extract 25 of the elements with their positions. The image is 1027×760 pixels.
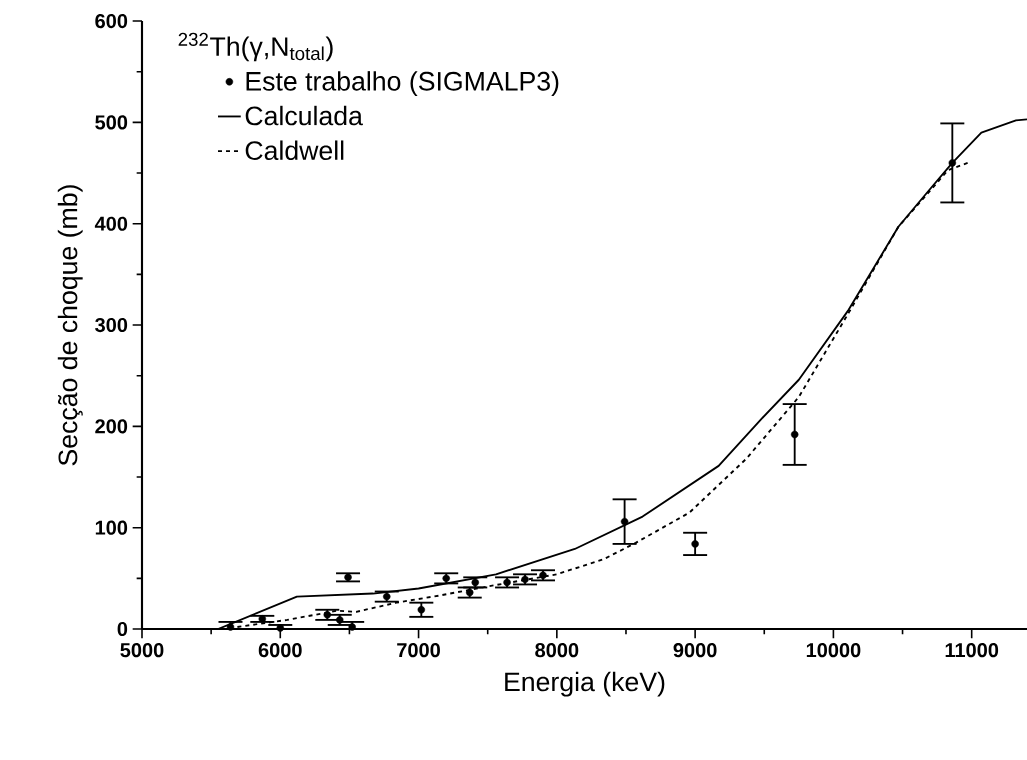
x-tick-label: 10000 — [806, 643, 861, 658]
x-tick-label: 8000 — [535, 643, 579, 658]
point — [948, 159, 957, 167]
point — [417, 606, 426, 614]
legend-label: Caldwell — [245, 140, 344, 161]
x-tick-label: 5000 — [120, 643, 164, 658]
x-tick-label: 11000 — [945, 643, 999, 658]
x-tick-label: 9000 — [673, 643, 717, 658]
y-tick-label: 400 — [94, 216, 128, 231]
y-tick-label: 300 — [95, 317, 128, 333]
x-axis-title: Energia (keV) — [505, 671, 665, 697]
x-tick-label: 6000 — [258, 643, 302, 658]
y-tick-label: 600 — [95, 14, 128, 29]
y-tick-label: 0 — [117, 621, 128, 637]
legend-label: Este trabalho (SIGMALP3) — [246, 71, 559, 97]
point — [691, 540, 699, 548]
point — [790, 430, 799, 439]
x-tick-label: 7000 — [397, 643, 440, 658]
legend-title: $^{232}$Th(γ,N$_{total}$) — [178, 32, 333, 62]
y-tick-label: 500 — [95, 115, 128, 130]
legend-label: Calculada — [245, 105, 363, 126]
y-axis-title: Secção de choque (mb) — [57, 185, 83, 466]
y-tick-label: 100 — [95, 520, 128, 535]
y-tick-label: 200 — [95, 419, 128, 434]
point — [620, 517, 629, 526]
